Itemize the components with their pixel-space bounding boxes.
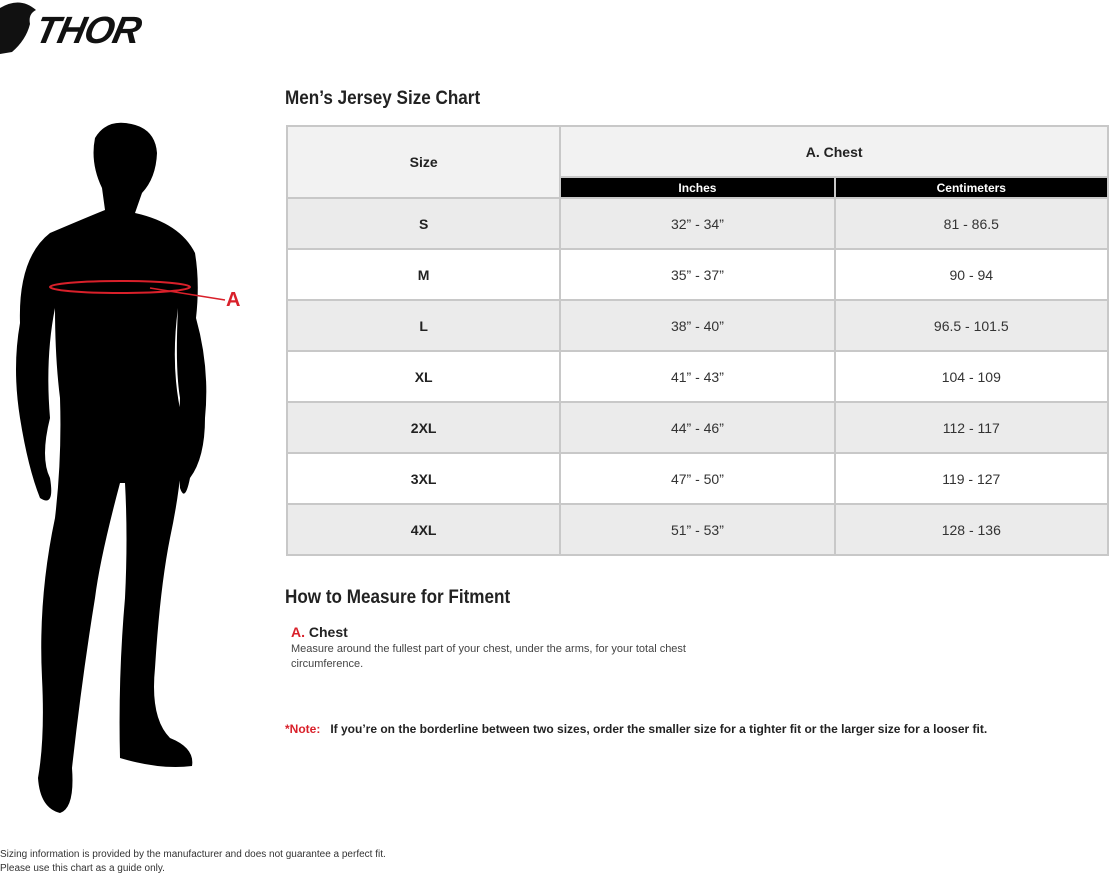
- inches-cell: 44” - 46”: [559, 401, 836, 454]
- chest-marker-label: A: [226, 289, 240, 311]
- table-row: 2XL 44” - 46” 112 - 117: [285, 401, 1110, 454]
- inches-cell: 51” - 53”: [559, 503, 836, 556]
- size-cell: S: [285, 197, 562, 250]
- size-cell: L: [285, 299, 562, 352]
- inches-cell: 38” - 40”: [559, 299, 836, 352]
- sizing-note: *Note: If you’re on the borderline betwee…: [285, 722, 987, 736]
- chest-pointer-line: [149, 287, 226, 301]
- logo-text: THOR: [31, 10, 145, 52]
- chest-header: A. Chest: [559, 125, 1109, 178]
- table-row: L 38” - 40” 96.5 - 101.5: [285, 299, 1110, 352]
- size-cell: 4XL: [285, 503, 562, 556]
- cm-cell: 104 - 109: [833, 350, 1110, 403]
- disclaimer-line-2: Please use this chart as a guide only.: [0, 863, 165, 874]
- measure-text: Measure around the fullest part of your …: [291, 643, 686, 670]
- note-label: *Note:: [285, 722, 321, 736]
- size-chart-table: Size A. Chest Inches Centimeters S 32” - …: [285, 125, 1110, 556]
- chart-title: Men’s Jersey Size Chart: [285, 88, 481, 109]
- inches-header: Inches: [559, 176, 836, 199]
- inches-cell: 32” - 34”: [559, 197, 836, 250]
- size-cell: 2XL: [285, 401, 562, 454]
- inches-cell: 47” - 50”: [559, 452, 836, 505]
- inches-cell: 35” - 37”: [559, 248, 836, 301]
- table-row: 4XL 51” - 53” 128 - 136: [285, 503, 1110, 556]
- cm-cell: 96.5 - 101.5: [833, 299, 1110, 352]
- size-cell: XL: [285, 350, 562, 403]
- measure-label: Chest: [308, 624, 348, 640]
- cm-cell: 128 - 136: [833, 503, 1110, 556]
- measure-chest: A. Chest Measure around the fullest part…: [291, 624, 691, 672]
- centimeters-header: Centimeters: [833, 176, 1110, 199]
- body-silhouette: A: [16, 122, 240, 813]
- note-text: If you’re on the borderline between two …: [330, 722, 988, 736]
- measure-letter: A.: [291, 624, 305, 640]
- disclaimer: Sizing information is provided by the ma…: [0, 848, 386, 876]
- table-row: 3XL 47” - 50” 119 - 127: [285, 452, 1110, 505]
- table-row: M 35” - 37” 90 - 94: [285, 248, 1110, 301]
- cm-cell: 81 - 86.5: [833, 197, 1110, 250]
- measure-title: How to Measure for Fitment: [285, 587, 511, 608]
- cm-cell: 112 - 117: [833, 401, 1110, 454]
- inches-cell: 41” - 43”: [559, 350, 836, 403]
- size-cell: 3XL: [285, 452, 562, 505]
- disclaimer-line-1: Sizing information is provided by the ma…: [0, 849, 386, 860]
- table-row: XL 41” - 43” 104 - 109: [285, 350, 1110, 403]
- chest-measure-line: [49, 280, 191, 294]
- table-row: S 32” - 34” 81 - 86.5: [285, 197, 1110, 250]
- thor-logo: THOR: [0, 0, 175, 58]
- thor-helmet-icon: [0, 2, 36, 54]
- cm-cell: 90 - 94: [833, 248, 1110, 301]
- cm-cell: 119 - 127: [833, 452, 1110, 505]
- size-cell: M: [285, 248, 562, 301]
- size-header: Size: [285, 125, 562, 199]
